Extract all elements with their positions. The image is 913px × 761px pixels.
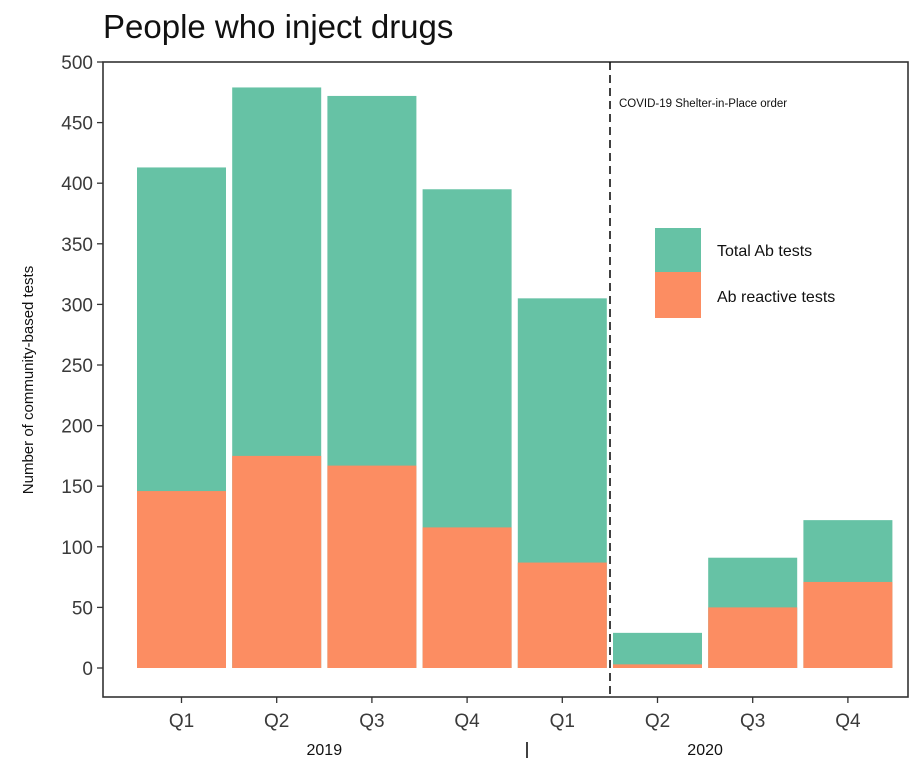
x-tick-label: Q2 — [264, 711, 289, 732]
bar-reactive-7 — [708, 607, 798, 668]
x-axis: Q1 Q2 Q3 Q4 Q1 Q2 Q3 Q4 2019 2020 — [169, 697, 861, 759]
x-tick-label: Q3 — [740, 711, 765, 732]
bar-total-6 — [613, 632, 702, 668]
x-tick-label: Q1 — [550, 711, 575, 732]
bar-reactive-2 — [232, 455, 322, 668]
x-tick-label: Q2 — [645, 711, 670, 732]
bar-reactive-1 — [137, 491, 226, 668]
year-label-2020: 2020 — [687, 742, 723, 759]
chart-title: People who inject drugs — [103, 8, 453, 45]
y-tick-label: 150 — [61, 477, 93, 498]
bar-reactive-4 — [422, 527, 512, 668]
x-tick-label: Q4 — [835, 711, 861, 732]
legend-label-total: Total Ab tests — [717, 243, 812, 260]
y-tick-label: 300 — [61, 295, 93, 316]
y-tick-label: 250 — [61, 356, 93, 377]
legend-swatch-total — [655, 228, 701, 272]
bar-reactive-6 — [613, 664, 702, 668]
year-label-2019: 2019 — [307, 742, 343, 759]
bar-reactive-5 — [517, 562, 607, 668]
y-tick-label: 50 — [72, 598, 93, 619]
y-tick-label: 450 — [61, 114, 93, 135]
y-tick-label: 0 — [82, 659, 93, 680]
x-tick-label: Q4 — [454, 711, 480, 732]
x-tick-label: Q3 — [359, 711, 384, 732]
y-axis-label: Number of community-based tests — [20, 266, 37, 494]
series-ab-reactive-tests — [137, 455, 893, 668]
x-tick-label: Q1 — [169, 711, 194, 732]
plot-panel-border — [102, 61, 909, 698]
y-tick-label: 100 — [61, 538, 93, 559]
y-axis: 0 50 100 150 200 250 300 350 400 450 500 — [61, 53, 103, 680]
bar-reactive-3 — [327, 465, 417, 668]
covid-annotation: COVID-19 Shelter-in-Place order — [619, 98, 787, 110]
y-tick-label: 350 — [61, 235, 93, 256]
legend-swatch-reactive — [655, 272, 701, 318]
y-tick-label: 200 — [61, 417, 93, 438]
y-axis-label-group: Number of community-based tests — [20, 266, 37, 494]
y-tick-label: 400 — [61, 174, 93, 195]
legend: Total Ab tests Ab reactive tests — [655, 228, 835, 318]
legend-label-reactive: Ab reactive tests — [717, 289, 835, 306]
bar-reactive-8 — [803, 581, 893, 668]
y-tick-label: 500 — [61, 53, 93, 74]
